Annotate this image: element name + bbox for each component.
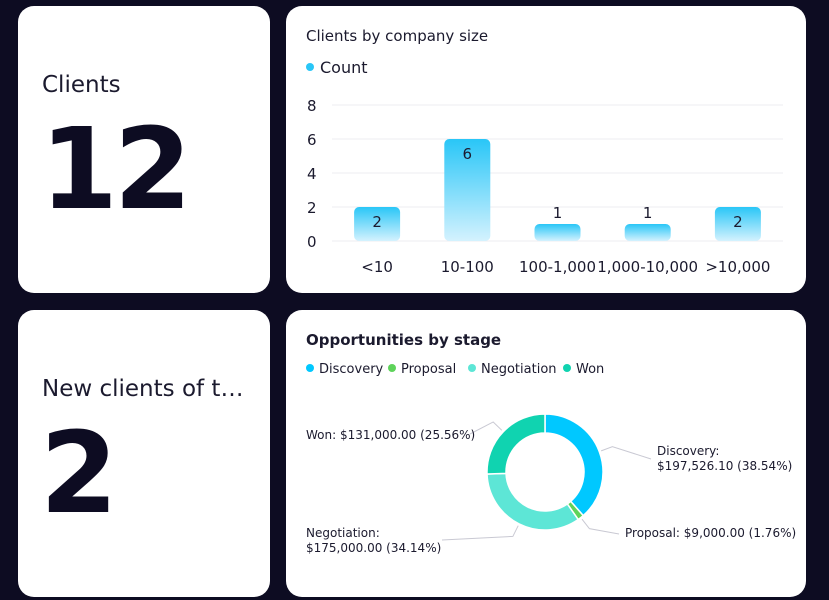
donut-legend-marker-discovery[interactable] (306, 364, 314, 372)
bar-x-tick-label: 100-1,000 (519, 258, 596, 276)
bar-x-tick-label: 1,000-10,000 (597, 258, 698, 276)
donut-chart-title: Opportunities by stage (306, 331, 501, 349)
new-clients-kpi-label: New clients of th… (42, 376, 247, 402)
opportunities-by-stage-chart: Opportunities by stage Discovery Proposal… (306, 331, 796, 555)
clients-kpi-card: Clients 12 (18, 6, 270, 293)
clients-kpi-value: 12 (40, 105, 192, 235)
donut-leader-discovery (600, 446, 652, 460)
donut-label-proposal: Proposal: $9,000.00 (1.76%) (625, 526, 796, 540)
donut-legend-won[interactable]: Won (576, 362, 604, 377)
donut-label-negotiation: Negotiation: (306, 526, 380, 540)
donut-slice-discovery[interactable] (544, 413, 604, 517)
donut-label-discovery-value: $197,526.10 (38.54%) (657, 459, 792, 473)
new-clients-kpi-card: New clients of th… 2 (18, 310, 270, 597)
bar-y-tick-label: 0 (307, 233, 317, 251)
clients-by-size-card: Clients by company size Count 0 2 4 6 8 2 6 1 1… (286, 6, 806, 293)
clients-by-size-chart: Clients by company size Count 0 2 4 6 8 2 6 1 1… (306, 27, 783, 276)
donut-label-negotiation-value: $175,000.00 (34.14%) (306, 541, 441, 555)
donut-legend-negotiation[interactable]: Negotiation (481, 362, 557, 377)
bar-data-label: 1 (643, 204, 653, 222)
bar-2[interactable] (534, 224, 581, 241)
opportunities-by-stage-card: Opportunities by stage Discovery Proposal… (286, 310, 806, 597)
bar-y-tick-label: 6 (307, 131, 317, 149)
bar-chart-title: Clients by company size (306, 27, 488, 45)
donut-legend-discovery[interactable]: Discovery (319, 362, 384, 377)
donut-label-won: Won: $131,000.00 (25.56%) (306, 428, 475, 442)
bar-1[interactable] (444, 139, 491, 241)
bar-data-label: 1 (553, 204, 563, 222)
bar-y-tick-label: 2 (307, 199, 317, 217)
bar-data-label: 6 (463, 145, 473, 163)
bar-legend-count[interactable]: Count (320, 58, 368, 77)
donut-leader-negotiation (441, 525, 519, 541)
bar-x-tick-label: 10-100 (441, 258, 494, 276)
bar-x-tick-label: >10,000 (705, 258, 770, 276)
new-clients-kpi-value: 2 (40, 409, 118, 539)
donut-leader-won (469, 421, 503, 435)
bar-x-tick-label: <10 (361, 258, 393, 276)
bar-3[interactable] (624, 224, 671, 241)
donut-legend-marker-won[interactable] (563, 364, 571, 372)
bar-4[interactable] (714, 207, 761, 241)
bar-y-tick-label: 4 (307, 165, 317, 183)
donut-slice-negotiation[interactable] (486, 472, 580, 531)
bar-data-label: 2 (733, 213, 743, 231)
bar-y-tick-label: 8 (307, 97, 317, 115)
bar-0[interactable] (354, 207, 401, 241)
donut-slice-won[interactable] (486, 413, 546, 475)
donut-leader-proposal (581, 518, 620, 535)
donut-legend-marker-proposal[interactable] (388, 364, 396, 372)
bar-data-label: 2 (372, 213, 382, 231)
bar-legend-marker[interactable] (306, 63, 314, 71)
donut-legend-marker-negotiation[interactable] (468, 364, 476, 372)
donut-legend-proposal[interactable]: Proposal (401, 362, 456, 377)
clients-kpi-label: Clients (42, 72, 121, 98)
donut-label-discovery: Discovery: (657, 444, 719, 458)
